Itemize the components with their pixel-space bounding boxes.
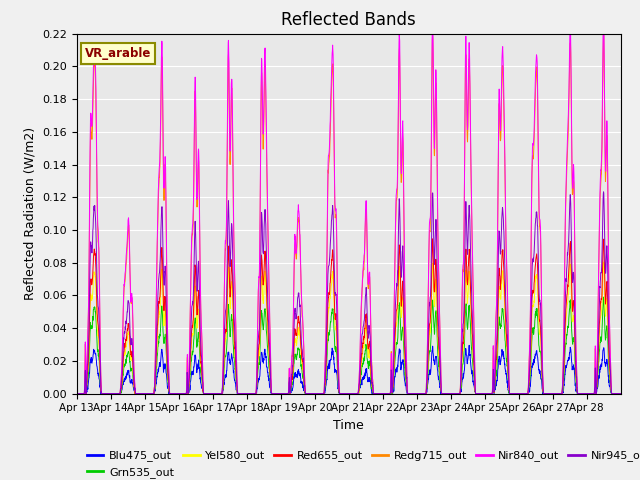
Grn535_out xyxy=(244,391,252,396)
Nir840_out xyxy=(127,295,135,301)
Red655_out xyxy=(127,351,135,357)
Nir840_out xyxy=(543,391,551,396)
Nir945_out xyxy=(127,342,135,348)
Redg715_out xyxy=(609,391,617,396)
Yel580_out xyxy=(617,391,625,396)
Red655_out xyxy=(244,391,252,396)
Nir840_out xyxy=(244,391,252,396)
Yel580_out xyxy=(600,259,607,265)
Nir945_out xyxy=(543,391,551,396)
Yel580_out xyxy=(127,357,135,362)
Grn535_out xyxy=(600,294,607,300)
Yel580_out xyxy=(543,391,551,396)
Grn535_out xyxy=(127,368,135,373)
Redg715_out xyxy=(600,26,607,32)
Blu475_out xyxy=(381,391,389,396)
Legend: Blu475_out, Grn535_out, Yel580_out, Red655_out, Redg715_out, Nir840_out, Nir945_: Blu475_out, Grn535_out, Yel580_out, Red6… xyxy=(83,446,640,480)
Grn535_out xyxy=(617,391,625,396)
Redg715_out xyxy=(127,300,135,306)
Red655_out xyxy=(73,391,81,396)
Grn535_out xyxy=(513,391,520,396)
Blu475_out xyxy=(609,391,617,396)
Line: Red655_out: Red655_out xyxy=(77,239,621,394)
Red655_out xyxy=(617,391,625,396)
Red655_out xyxy=(429,236,436,242)
Grn535_out xyxy=(609,391,617,396)
Blu475_out xyxy=(465,342,473,348)
Yel580_out xyxy=(609,391,617,396)
Nir945_out xyxy=(617,391,625,396)
Title: Reflected Bands: Reflected Bands xyxy=(282,11,416,29)
Line: Yel580_out: Yel580_out xyxy=(77,262,621,394)
Blu475_out xyxy=(513,391,520,396)
Text: VR_arable: VR_arable xyxy=(85,47,151,60)
Nir945_out xyxy=(381,391,389,396)
Nir840_out xyxy=(513,391,520,396)
Blu475_out xyxy=(73,391,81,396)
Y-axis label: Reflected Radiation (W/m2): Reflected Radiation (W/m2) xyxy=(24,127,36,300)
Blu475_out xyxy=(244,391,252,396)
Nir840_out xyxy=(609,391,617,396)
Redg715_out xyxy=(513,391,520,396)
Line: Grn535_out: Grn535_out xyxy=(77,297,621,394)
Red655_out xyxy=(381,391,389,396)
Grn535_out xyxy=(73,391,81,396)
Redg715_out xyxy=(73,391,81,396)
Redg715_out xyxy=(381,391,389,396)
Nir840_out xyxy=(617,391,625,396)
Yel580_out xyxy=(513,391,520,396)
Nir945_out xyxy=(244,391,252,396)
X-axis label: Time: Time xyxy=(333,419,364,432)
Nir945_out xyxy=(73,391,81,396)
Grn535_out xyxy=(543,391,551,396)
Blu475_out xyxy=(543,391,551,396)
Line: Nir840_out: Nir840_out xyxy=(77,17,621,394)
Redg715_out xyxy=(244,391,252,396)
Red655_out xyxy=(543,391,551,396)
Red655_out xyxy=(513,391,520,396)
Line: Blu475_out: Blu475_out xyxy=(77,345,621,394)
Yel580_out xyxy=(73,391,81,396)
Line: Redg715_out: Redg715_out xyxy=(77,29,621,394)
Blu475_out xyxy=(127,380,135,386)
Nir840_out xyxy=(600,14,607,20)
Nir840_out xyxy=(381,391,389,396)
Red655_out xyxy=(609,391,617,396)
Redg715_out xyxy=(617,391,625,396)
Nir945_out xyxy=(600,189,607,195)
Nir840_out xyxy=(73,391,81,396)
Redg715_out xyxy=(543,391,551,396)
Nir945_out xyxy=(609,391,617,396)
Blu475_out xyxy=(617,391,625,396)
Line: Nir945_out: Nir945_out xyxy=(77,192,621,394)
Yel580_out xyxy=(244,391,252,396)
Yel580_out xyxy=(381,391,389,396)
Grn535_out xyxy=(381,391,389,396)
Nir945_out xyxy=(513,391,520,396)
